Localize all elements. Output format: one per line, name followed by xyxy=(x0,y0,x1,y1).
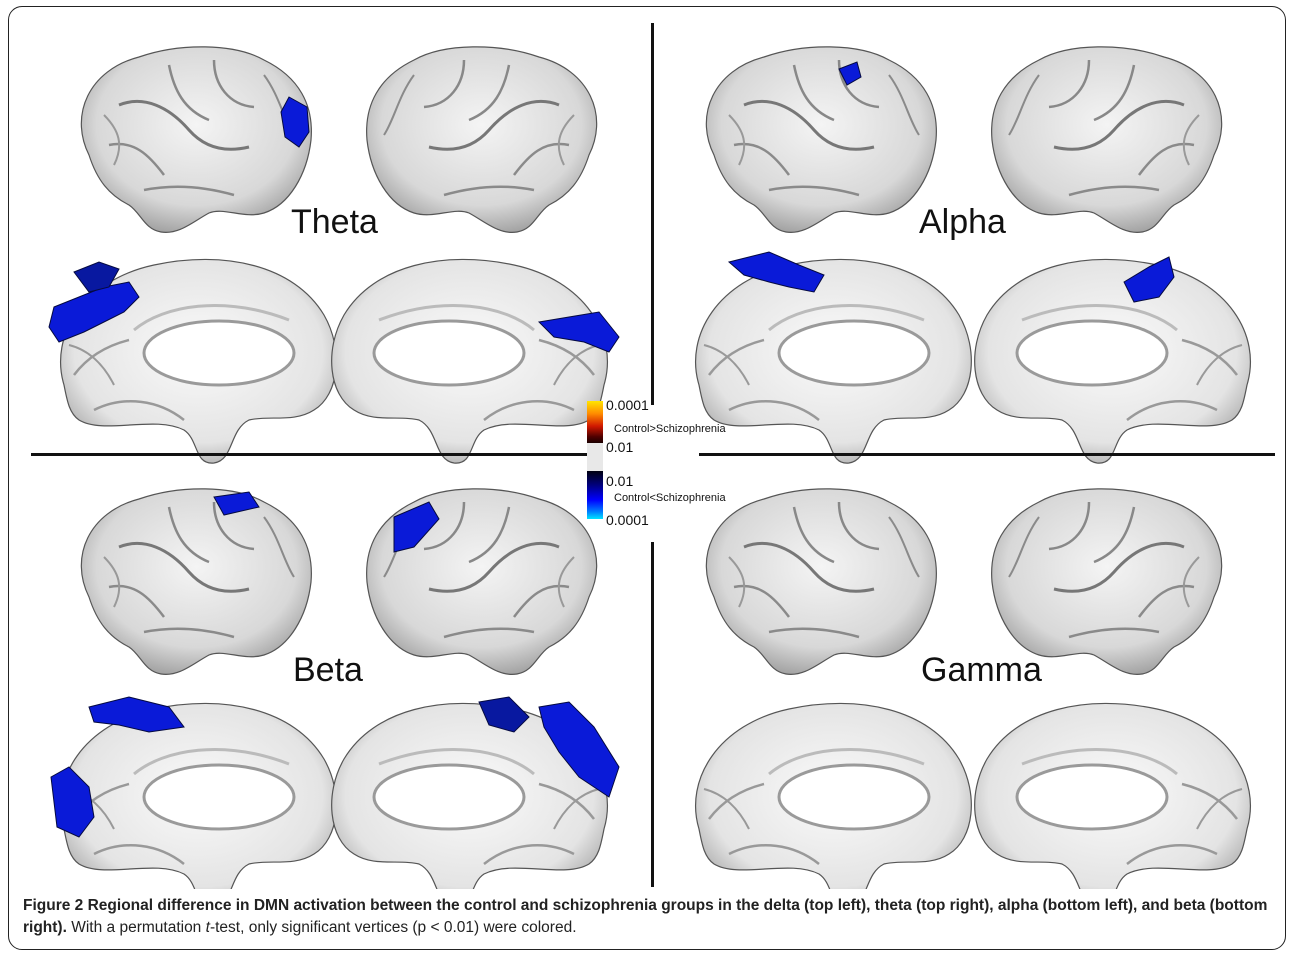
caption-text-before: With a permutation xyxy=(71,919,206,936)
colorbar xyxy=(587,401,603,519)
panel-title-top-right: Alpha xyxy=(919,203,1006,241)
caption-label: Figure 2 xyxy=(23,897,84,914)
colorbar-positive-max: 0.0001 xyxy=(606,397,649,413)
figure-caption: Figure 2 Regional difference in DMN acti… xyxy=(23,895,1273,939)
colorbar-negative xyxy=(587,471,603,519)
caption-italic: t xyxy=(205,919,210,936)
divider-vertical-top xyxy=(651,23,654,405)
colorbar-gap xyxy=(587,443,603,471)
colorbar-negative-max: 0.0001 xyxy=(606,512,649,528)
panel-top-right-brains xyxy=(694,45,1252,465)
panel-top-left-brains xyxy=(48,45,620,465)
brain-figure xyxy=(48,45,1252,909)
panel-title-bottom-right: Gamma xyxy=(921,651,1042,689)
figure-panels: Theta Alpha Beta Gamma 0.0001 Control>Sc… xyxy=(9,7,1285,909)
panel-title-bottom-left: Beta xyxy=(293,651,363,689)
panel-bottom-left-brains xyxy=(50,487,620,909)
colorbar-positive xyxy=(587,401,603,443)
colorbar-positive-label: Control>Schizophrenia xyxy=(614,423,726,435)
divider-horizontal-right xyxy=(699,453,1275,456)
divider-horizontal-left xyxy=(31,453,587,456)
caption-title: Regional difference in DMN activation be… xyxy=(23,897,1268,936)
caption-text-after: -test, only significant vertices (p < 0.… xyxy=(209,919,577,936)
colorbar-negative-min: 0.01 xyxy=(606,473,634,489)
colorbar-negative-label: Control<Schizophrenia xyxy=(614,492,726,504)
panel-title-top-left: Theta xyxy=(291,203,378,241)
colorbar-positive-min: 0.01 xyxy=(606,439,634,455)
divider-vertical-bottom xyxy=(651,542,654,887)
figure-frame: Theta Alpha Beta Gamma 0.0001 Control>Sc… xyxy=(8,6,1286,950)
